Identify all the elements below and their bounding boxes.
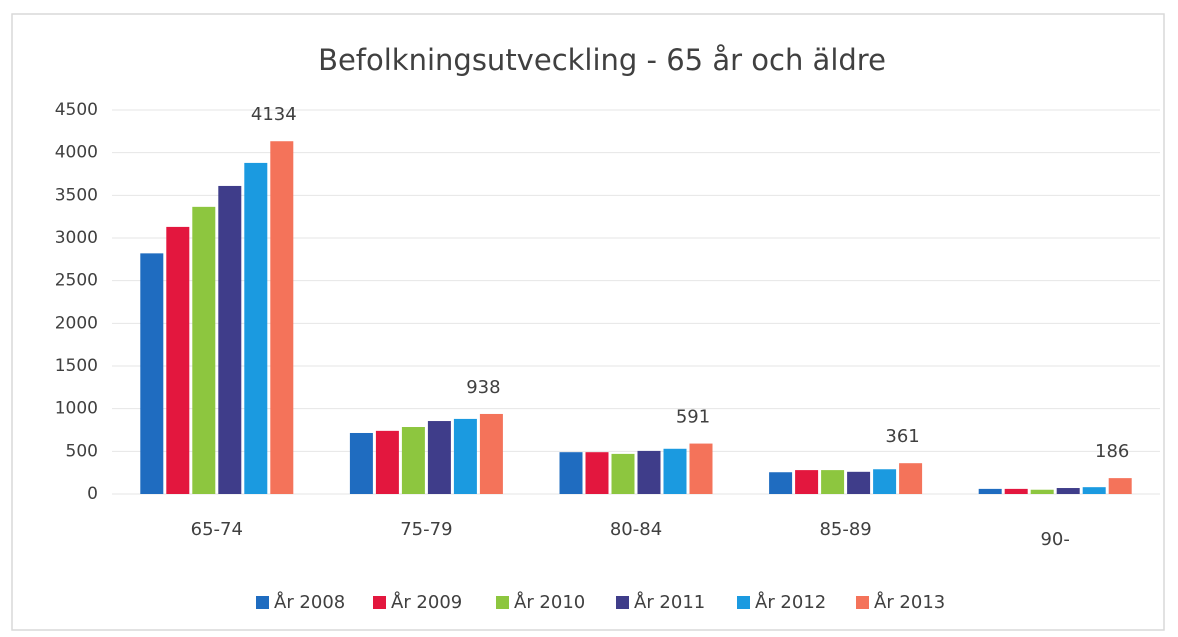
bar (1108, 478, 1132, 494)
chart-title: Befolkningsutveckling - 65 år och äldre (318, 43, 886, 77)
bar (795, 470, 819, 494)
legend-label: År 2011 (634, 591, 705, 613)
y-tick-label: 1500 (55, 356, 98, 376)
bar (270, 141, 294, 494)
bar (559, 452, 583, 494)
legend-label: År 2008 (274, 591, 345, 613)
legend-swatch (256, 596, 269, 609)
data-label: 4134 (251, 104, 297, 125)
legend-label: År 2009 (391, 591, 462, 613)
bar (689, 443, 713, 494)
legend-label: År 2010 (514, 591, 585, 613)
bar (401, 427, 425, 494)
bar (847, 471, 871, 494)
bar (218, 185, 242, 495)
legend-label: År 2012 (755, 591, 826, 613)
bar (978, 488, 1002, 494)
x-tick-label: 85-89 (819, 519, 871, 540)
legend-swatch (616, 596, 629, 609)
bar (349, 432, 373, 494)
legend-label: År 2013 (874, 591, 945, 613)
y-tick-label: 1000 (55, 399, 98, 419)
data-label: 186 (1095, 441, 1129, 462)
x-tick-label: 80-84 (610, 519, 662, 540)
legend-swatch (496, 596, 509, 609)
bar (1004, 488, 1028, 494)
x-tick-label: 65-74 (191, 519, 243, 540)
y-tick-label: 3500 (55, 185, 98, 205)
y-tick-label: 4500 (55, 100, 98, 120)
bar (637, 450, 661, 494)
bar (663, 448, 687, 494)
bar (899, 463, 923, 494)
bar (1082, 487, 1106, 494)
bar (244, 162, 268, 494)
y-tick-label: 3000 (55, 228, 98, 248)
data-label: 361 (885, 426, 919, 447)
y-tick-label: 500 (66, 441, 98, 461)
bar (427, 421, 451, 494)
x-tick-label: 75-79 (400, 519, 452, 540)
y-tick-label: 2000 (55, 313, 98, 333)
bar (375, 430, 399, 494)
x-tick-label: 90- (1040, 529, 1069, 550)
bar (585, 452, 609, 494)
bar (479, 413, 503, 494)
bar (140, 253, 164, 494)
y-tick-label: 2500 (55, 271, 98, 291)
y-tick-label: 0 (87, 484, 98, 504)
data-label: 591 (676, 407, 710, 428)
bar (873, 469, 897, 494)
bar (1030, 489, 1054, 494)
bar (1056, 488, 1080, 494)
bar (166, 226, 190, 494)
data-label: 938 (466, 377, 500, 398)
bar (192, 206, 216, 494)
legend-swatch (856, 596, 869, 609)
y-tick-label: 4000 (55, 143, 98, 163)
bar (821, 470, 845, 494)
legend-swatch (373, 596, 386, 609)
bar (769, 472, 793, 494)
legend-swatch (737, 596, 750, 609)
bar (611, 453, 635, 494)
bar (453, 418, 477, 494)
